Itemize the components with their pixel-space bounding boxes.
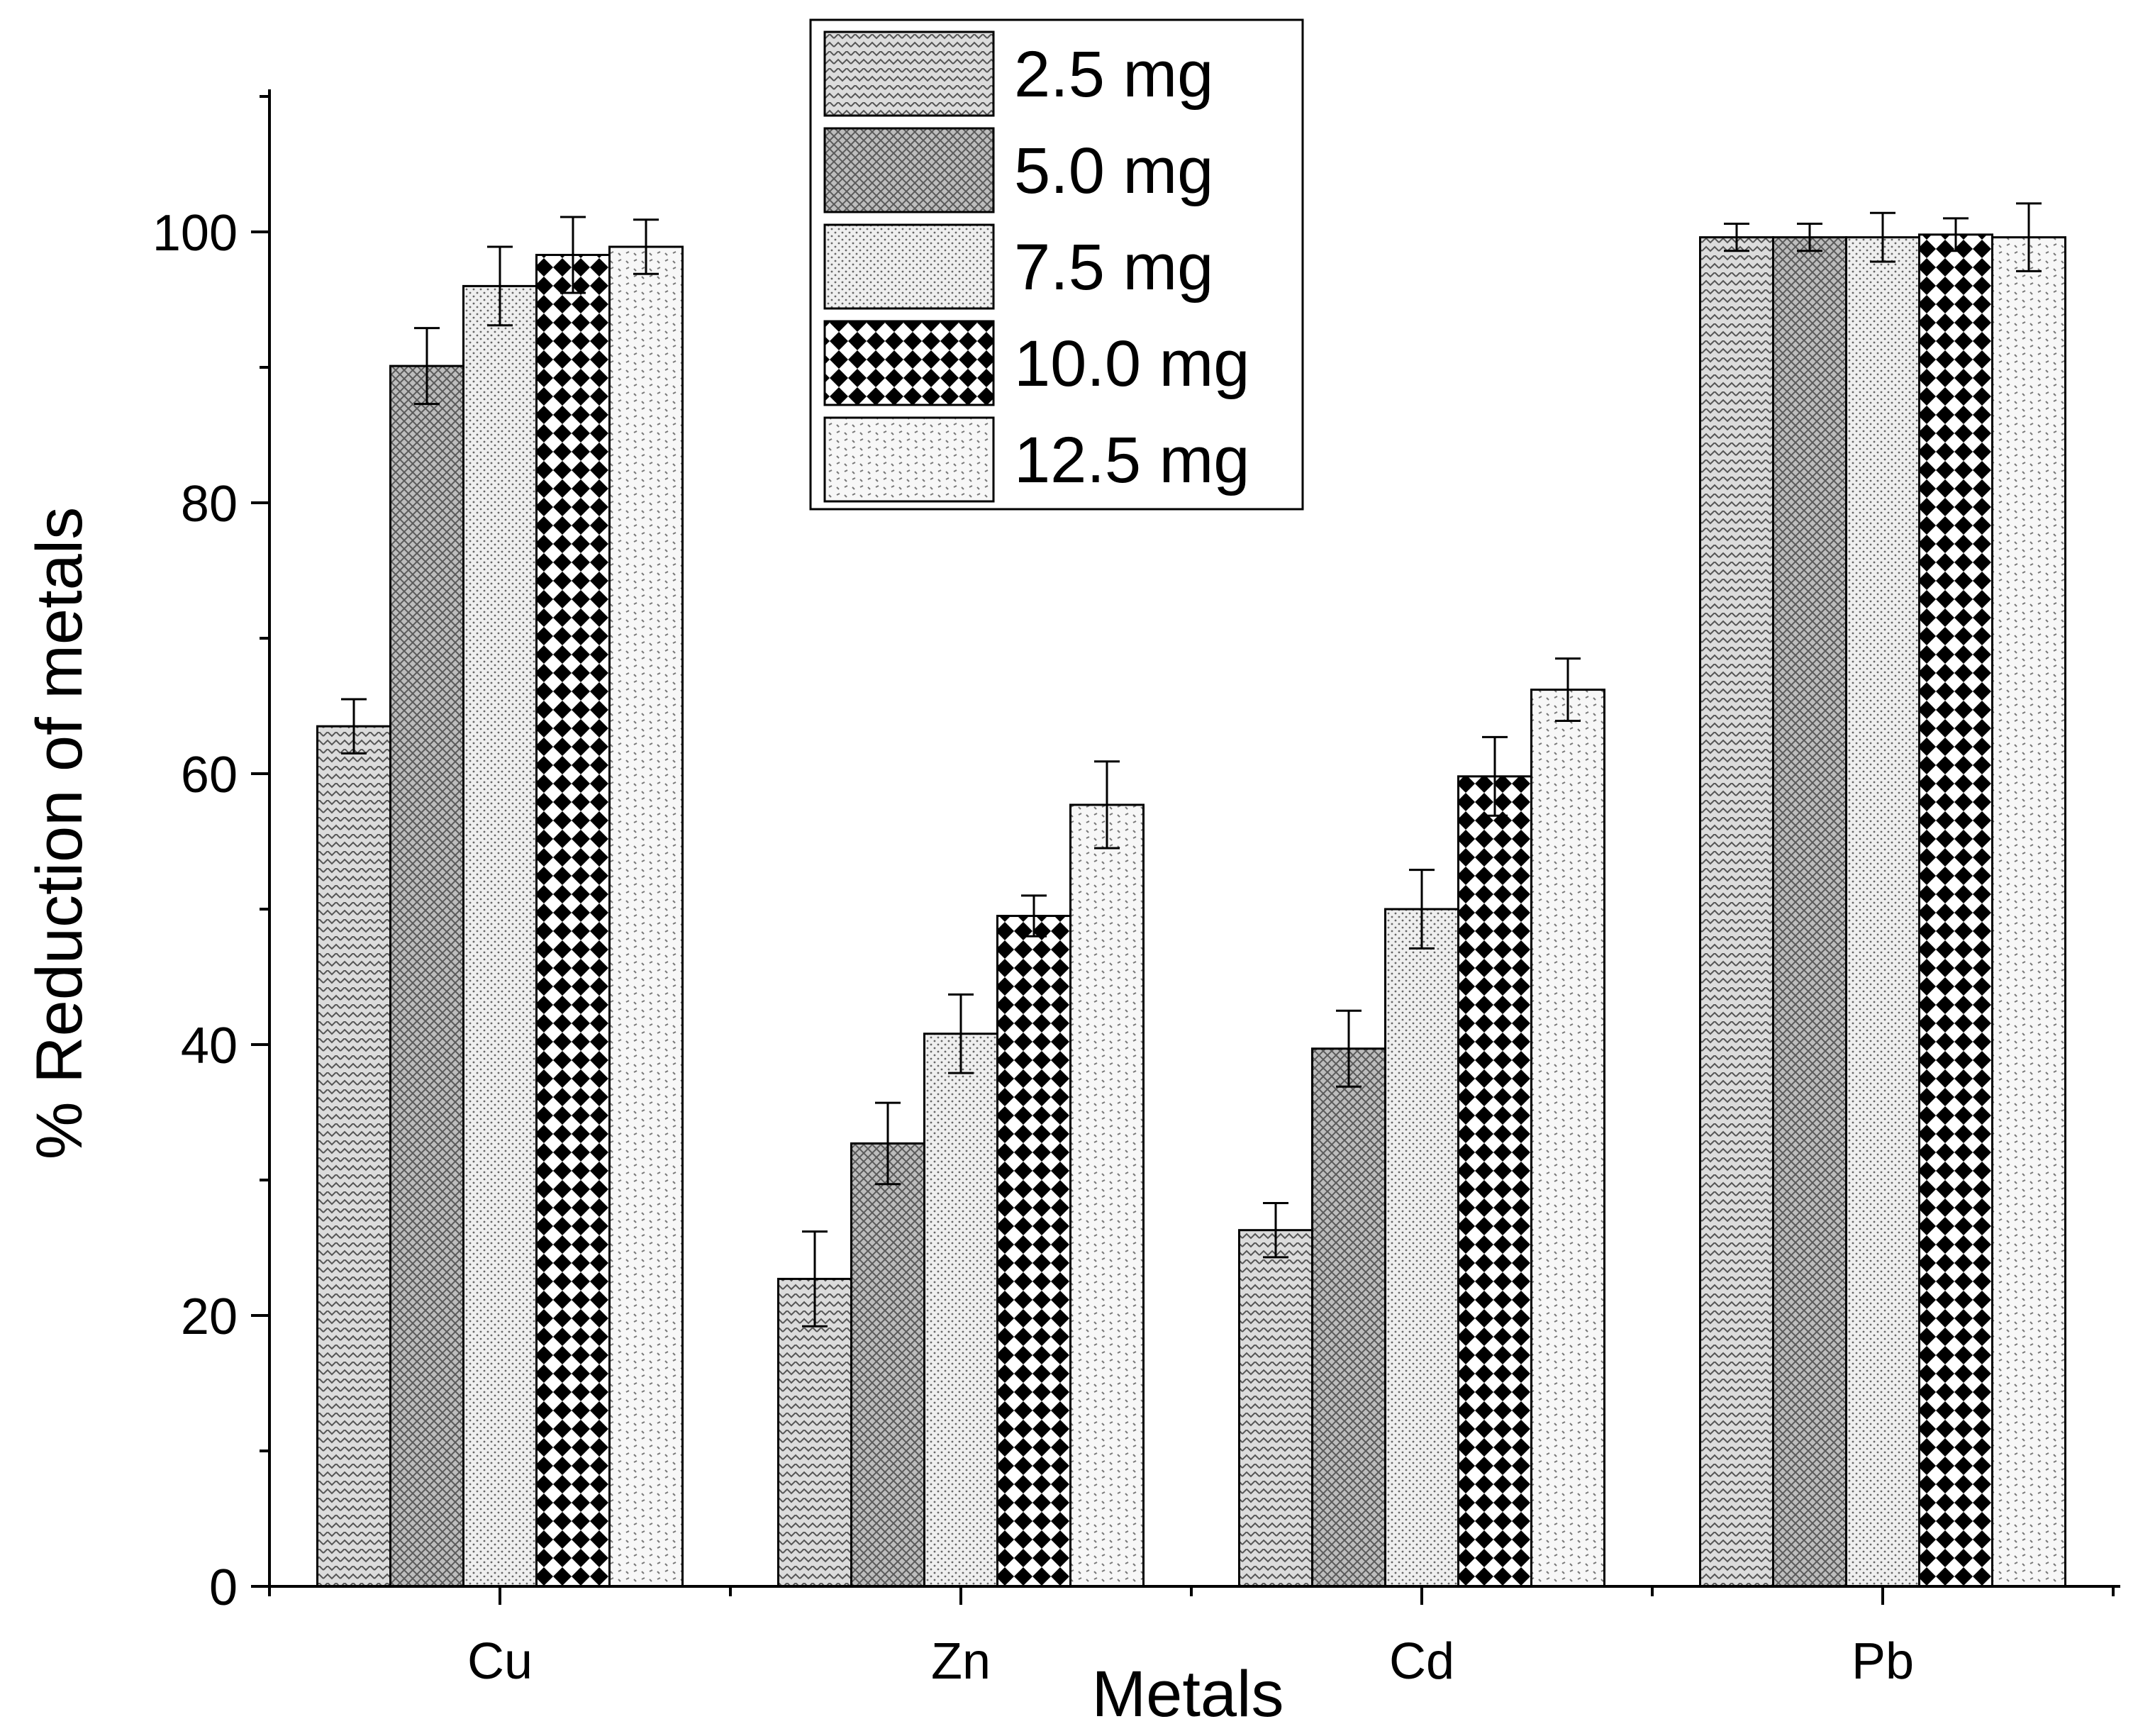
error-bar-cd-50mg: [1336, 1009, 1362, 1088]
bar-cd-100mg: [1457, 775, 1532, 1588]
error-bar-cd-75mg: [1409, 869, 1435, 950]
bar-pb-75mg: [1845, 236, 1920, 1588]
x-tick-label-zn: Zn: [931, 1633, 991, 1690]
legend-swatch: [823, 30, 995, 117]
legend-swatch: [823, 416, 995, 503]
y-tick-label: 100: [152, 205, 238, 262]
bar-pb-50mg: [1772, 236, 1847, 1588]
legend-item-100mg: 10.0 mg: [823, 320, 1249, 406]
axes: 0 20 40 60 80 100 Cu Zn Cd Pb: [152, 89, 2120, 1690]
bar-cd-75mg: [1384, 908, 1459, 1588]
y-tick-label: 80: [181, 476, 238, 533]
error-bar-pb-25mg: [1724, 223, 1749, 252]
legend: 2.5 mg 5.0 mg 7.5 mg 10.0 mg 12.5 mg: [809, 18, 1304, 511]
error-bar-cu-100mg: [560, 216, 586, 294]
legend-item-75mg: 7.5 mg: [823, 223, 1213, 310]
legend-item-25mg: 2.5 mg: [823, 30, 1213, 117]
x-axis-title: Metals: [1092, 1658, 1284, 1730]
y-tick-label: 20: [181, 1289, 238, 1345]
bar-zn-125mg: [1069, 803, 1145, 1588]
legend-label: 12.5 mg: [1014, 424, 1249, 496]
error-bar-pb-125mg: [2016, 202, 2042, 272]
bar-zn-75mg: [923, 1033, 998, 1588]
error-bar-cu-25mg: [341, 698, 367, 755]
error-bar-cd-100mg: [1482, 735, 1508, 817]
y-axis-title: % Reduction of metals: [23, 507, 96, 1159]
legend-item-50mg: 5.0 mg: [823, 127, 1213, 213]
bar-cu-125mg: [608, 245, 684, 1588]
error-bar-pb-50mg: [1797, 223, 1822, 252]
error-bar-zn-50mg: [875, 1101, 901, 1186]
bar-pb-125mg: [1991, 236, 2066, 1588]
error-bar-cu-50mg: [414, 327, 440, 406]
bar-pb-25mg: [1699, 236, 1774, 1588]
y-tick-label: 60: [181, 747, 238, 803]
bar-cd-125mg: [1530, 689, 1605, 1588]
error-bar-zn-100mg: [1021, 894, 1047, 937]
legend-item-125mg: 12.5 mg: [823, 416, 1249, 503]
x-tick-label-pb: Pb: [1852, 1633, 1914, 1690]
bar-cu-25mg: [316, 725, 391, 1588]
legend-label: 2.5 mg: [1014, 38, 1213, 111]
legend-label: 7.5 mg: [1014, 231, 1213, 304]
error-bar-zn-25mg: [802, 1230, 828, 1328]
bar-pb-100mg: [1918, 233, 1993, 1588]
y-tick-label: 0: [209, 1559, 238, 1616]
bar-cu-50mg: [389, 365, 464, 1588]
error-bar-pb-100mg: [1943, 217, 1969, 252]
legend-label: 5.0 mg: [1014, 135, 1213, 207]
legend-swatch: [823, 223, 995, 310]
legend-swatch: [823, 320, 995, 406]
bar-cd-50mg: [1311, 1047, 1386, 1588]
error-bar-pb-75mg: [1870, 211, 1895, 263]
error-bar-cd-25mg: [1263, 1201, 1288, 1259]
error-bar-cu-125mg: [633, 218, 659, 275]
bar-cu-100mg: [535, 253, 611, 1588]
y-tick-label: 40: [181, 1018, 238, 1074]
plot-area: [316, 202, 2066, 1588]
bar-cd-25mg: [1238, 1229, 1313, 1588]
x-tick-label-cd: Cd: [1389, 1633, 1454, 1690]
bar-zn-100mg: [996, 915, 1071, 1588]
error-bar-cu-75mg: [487, 245, 513, 327]
bar-cu-75mg: [462, 284, 538, 1588]
legend-swatch: [823, 127, 995, 213]
bar-zn-50mg: [850, 1142, 925, 1588]
error-bar-zn-75mg: [948, 993, 974, 1074]
x-tick-label-cu: Cu: [467, 1633, 533, 1690]
legend-label: 10.0 mg: [1014, 328, 1249, 400]
error-bar-cd-125mg: [1555, 657, 1581, 723]
error-bar-zn-125mg: [1094, 760, 1120, 850]
